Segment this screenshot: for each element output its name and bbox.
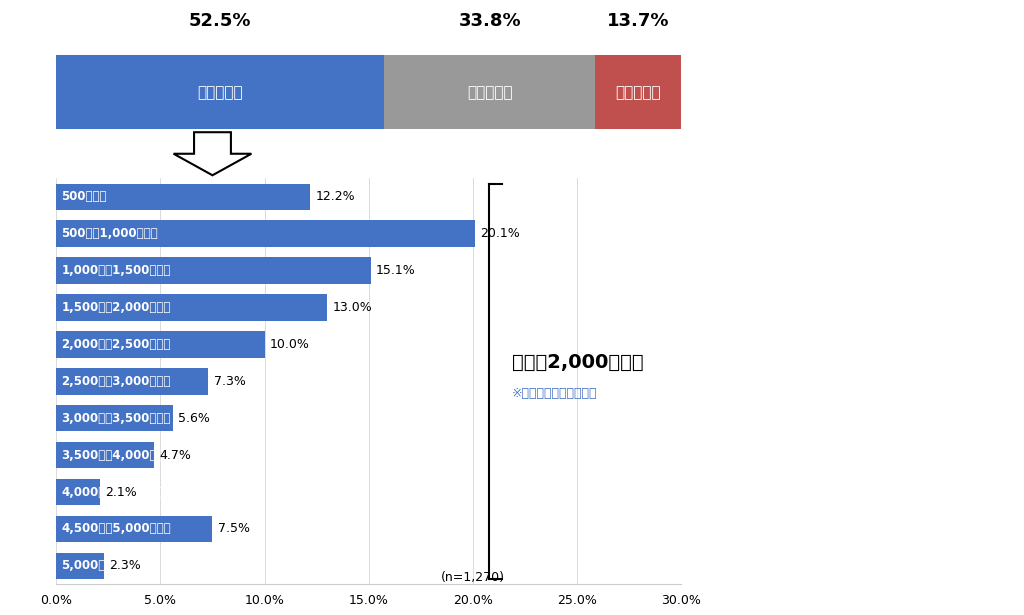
Text: 10.0%: 10.0%: [269, 338, 309, 351]
Text: ※メイン回線の通信料金: ※メイン回線の通信料金: [512, 387, 597, 400]
Bar: [56, 294, 327, 321]
Text: 7.3%: 7.3%: [214, 375, 246, 388]
Text: 2,500円～3,000円未満: 2,500円～3,000円未満: [61, 375, 171, 388]
Text: 4.7%: 4.7%: [160, 448, 191, 462]
Text: 15.1%: 15.1%: [376, 264, 416, 277]
Text: 12.2%: 12.2%: [315, 190, 355, 204]
Text: 20.1%: 20.1%: [480, 227, 520, 240]
Bar: [56, 478, 100, 506]
Text: 5,000円以上: 5,000円以上: [61, 559, 120, 573]
Bar: [56, 331, 264, 358]
Text: 安くなった: 安くなった: [198, 85, 243, 100]
Text: 高くなった: 高くなった: [615, 85, 660, 100]
Text: 5.6%: 5.6%: [178, 411, 210, 425]
Bar: [384, 55, 595, 129]
Bar: [56, 552, 104, 579]
Text: 500円～1,000円未満: 500円～1,000円未満: [61, 227, 158, 240]
Text: 2,000円～2,500円未満: 2,000円～2,500円未満: [61, 338, 171, 351]
Text: 52.5%: 52.5%: [189, 12, 252, 30]
Bar: [56, 442, 155, 469]
Bar: [56, 183, 310, 210]
Text: 1,500円～2,000円未満: 1,500円～2,000円未満: [61, 301, 171, 314]
Text: 変わらない: 変わらない: [467, 85, 513, 100]
Text: 7.5%: 7.5%: [218, 522, 250, 536]
Text: 2.1%: 2.1%: [105, 485, 137, 499]
Text: 500円未満: 500円未満: [61, 190, 108, 204]
Text: 4,000円～4,500円未満: 4,000円～4,500円未満: [61, 485, 171, 499]
Bar: [56, 368, 208, 395]
Bar: [56, 220, 475, 247]
Text: 3,500円～4,000円未満: 3,500円～4,000円未満: [61, 448, 171, 462]
Bar: [56, 515, 213, 542]
Bar: [56, 55, 384, 129]
Text: 平均約2,000円／月: 平均約2,000円／月: [512, 354, 643, 372]
Text: 13.0%: 13.0%: [332, 301, 372, 314]
Text: (n=1,270): (n=1,270): [440, 571, 505, 584]
Bar: [56, 405, 173, 432]
Text: 2.3%: 2.3%: [110, 559, 141, 573]
Bar: [56, 257, 371, 284]
Text: 33.8%: 33.8%: [459, 12, 521, 30]
Text: 1,000円～1,500円未満: 1,000円～1,500円未満: [61, 264, 171, 277]
Text: 13.7%: 13.7%: [607, 12, 670, 30]
Bar: [595, 55, 681, 129]
Text: 4,500円～5,000円未満: 4,500円～5,000円未満: [61, 522, 171, 536]
Text: 3,000円～3,500円未満: 3,000円～3,500円未満: [61, 411, 171, 425]
